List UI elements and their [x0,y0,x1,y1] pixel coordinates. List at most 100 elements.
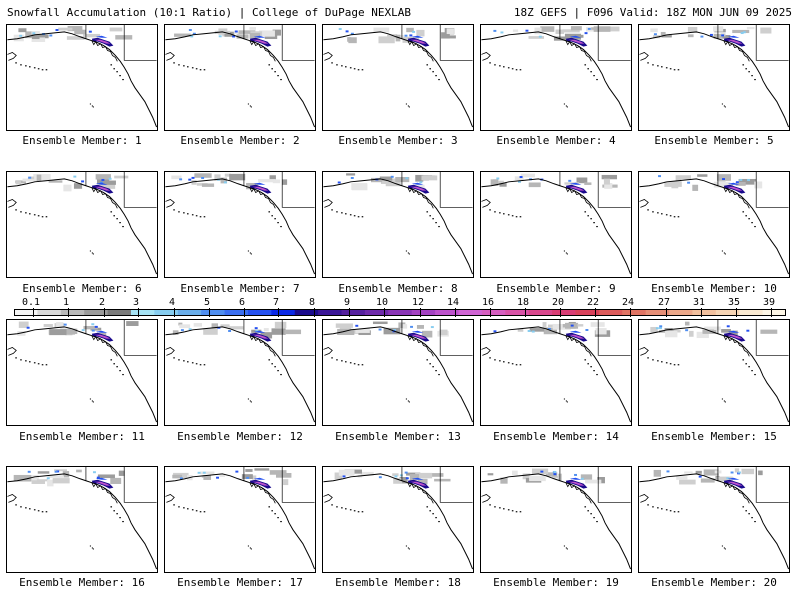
island [357,364,360,366]
hawaii-island [89,103,92,105]
island [183,65,185,67]
colorbar-segment [622,309,647,316]
island [173,504,175,506]
island [357,69,360,71]
panel-label: Ensemble Member: 8 [338,282,458,295]
snowfall-shading [17,321,139,342]
border-line [281,320,315,356]
hawaii-island [721,103,724,105]
island [673,364,676,366]
hawaii-island [407,105,409,107]
island [511,68,514,70]
island [745,68,747,70]
island [499,507,501,509]
island [438,225,440,228]
coastline [165,347,175,356]
map-canvas [481,320,631,423]
island [353,215,356,217]
island [590,71,592,73]
island [494,64,496,66]
colorbar-segment [271,309,296,316]
colorbar-segment [341,309,366,316]
coastline [639,52,649,61]
island [677,364,680,366]
map-canvas [165,467,315,570]
island [15,62,17,64]
island [647,504,649,506]
colorbar-segment [177,309,202,316]
island [593,370,595,372]
coastline [723,482,750,504]
island [119,222,121,224]
coastline [7,473,157,570]
border-line [281,467,315,503]
island [183,212,185,214]
border-line [755,25,789,61]
island [33,509,36,511]
coastline [165,52,175,61]
coastline [7,494,17,503]
border-line [439,467,473,503]
panel-label: Ensemble Member: 4 [496,134,616,147]
island [178,211,180,213]
island [199,364,202,366]
island [507,509,510,511]
hawaii-island [91,547,93,549]
island [489,504,491,506]
snowfall-shading [15,174,129,194]
coastline [91,335,118,357]
island [652,506,654,508]
island [596,225,598,228]
panel-label: Ensemble Member: 14 [493,430,619,443]
island [647,209,649,211]
coastline [249,335,276,357]
island [673,69,676,71]
snowfall-shading [13,25,133,47]
map-canvas [7,25,157,128]
map-panel [6,319,158,426]
island [37,363,40,365]
island [345,213,347,215]
hawaii-island [89,398,92,400]
panel-label: Ensemble Member: 20 [651,576,777,589]
colorbar-segment [14,309,38,316]
map-panel [322,24,474,131]
colorbar-segment [715,309,740,316]
island [336,506,338,508]
coastline [91,482,118,504]
coastline [165,494,175,503]
island [657,212,659,214]
panel-label: Ensemble Member: 2 [180,134,300,147]
coastline [7,326,157,423]
colorbar-segment [411,309,436,316]
island [742,64,745,66]
colorbar-tick-label: 14 [446,297,460,308]
panel-label: Ensemble Member: 12 [177,430,303,443]
island [361,511,364,513]
snowfall-shading [335,321,449,342]
island [274,366,276,368]
border-line [281,25,315,61]
island [647,357,649,359]
coastline [7,199,17,208]
hawaii-island [249,547,251,549]
coastline [249,40,276,62]
island [515,511,518,513]
colorbar-tick-mark [68,308,69,317]
border-line [597,25,631,61]
coastline [481,31,631,128]
island [191,362,194,364]
map-canvas [323,172,473,275]
island [187,213,189,215]
colorbar-segment [37,309,62,316]
island [665,509,668,511]
island [596,373,598,376]
colorbar-segment [669,309,693,316]
colorbar-tick-label: 22 [586,297,600,308]
map-canvas [323,25,473,128]
island [742,211,745,213]
coastline [481,52,491,61]
island [173,62,175,64]
island [748,366,750,368]
island [657,65,659,67]
